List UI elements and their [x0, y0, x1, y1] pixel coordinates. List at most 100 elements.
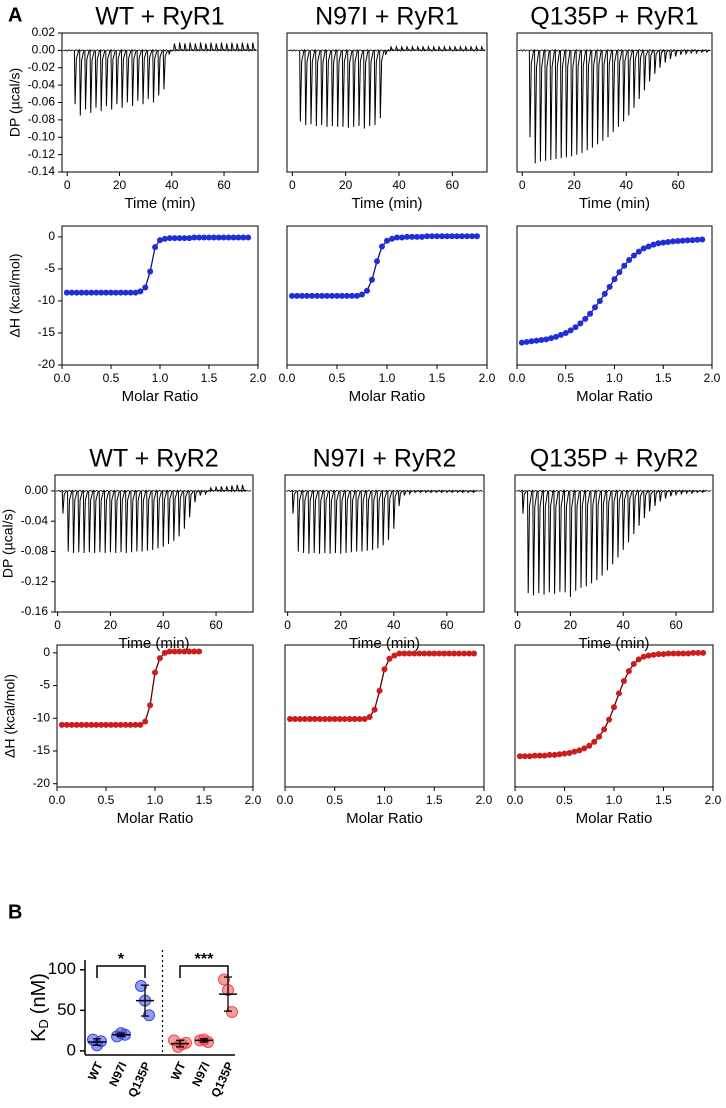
x-tick-label: 1.0	[147, 793, 164, 807]
data-point	[587, 310, 594, 317]
data-point	[196, 648, 203, 655]
injection-peak	[146, 490, 152, 551]
data-point	[58, 721, 65, 728]
data-point	[571, 748, 578, 755]
data-point	[161, 649, 168, 656]
injection-peak	[622, 50, 628, 122]
injection-peak	[193, 490, 199, 503]
y-tick-label: -20	[38, 357, 56, 371]
data-point	[572, 324, 579, 331]
x-tick-label: 2.0	[479, 371, 496, 385]
data-point	[451, 650, 458, 657]
x-tick-label: 0.5	[98, 793, 115, 807]
injection-peak	[131, 50, 137, 106]
data-point	[611, 704, 617, 711]
x-tick-label: 1.0	[606, 371, 623, 385]
injection-peak	[548, 490, 554, 593]
injection-peak	[130, 490, 136, 553]
injection-peak	[168, 49, 173, 56]
x-tick-label: WT	[168, 1059, 189, 1082]
data-point	[103, 721, 109, 728]
injection-peak	[220, 42, 226, 51]
data-point	[157, 237, 163, 244]
data-point	[521, 753, 528, 760]
x-tick-label: 1.5	[201, 371, 218, 385]
injection-peak	[440, 490, 446, 494]
injection-peak	[653, 490, 659, 507]
injection-peak	[157, 50, 163, 96]
injection-peak	[669, 490, 675, 497]
injection-peak	[366, 490, 372, 551]
injection-peak	[466, 490, 472, 494]
data-point	[311, 715, 318, 722]
injection-peak	[89, 50, 95, 113]
x-axis-label: Time (min)	[351, 195, 422, 212]
injection-peak	[400, 45, 406, 51]
injection-peak	[475, 45, 481, 51]
injection-peak	[413, 490, 419, 494]
injection-peak	[183, 490, 189, 529]
data-point	[543, 336, 550, 343]
data-point	[117, 721, 124, 728]
data-point	[127, 289, 134, 296]
plot-frame	[514, 474, 714, 613]
plot-frame	[514, 644, 714, 788]
injection-peak	[612, 50, 618, 133]
data-point	[582, 315, 589, 322]
data-point	[171, 235, 178, 242]
y-tick-label: -5	[39, 678, 50, 692]
data-point	[596, 297, 603, 304]
data-point	[98, 289, 105, 296]
data-point	[518, 339, 525, 346]
data-point	[381, 666, 388, 673]
data-point	[621, 262, 628, 269]
data-point	[319, 292, 325, 299]
injection-peak	[246, 43, 252, 51]
data-point	[436, 650, 443, 657]
injection-peak	[347, 50, 353, 128]
data-point	[339, 292, 345, 299]
injection-peak	[690, 490, 696, 495]
chart-title: Q135P + RyR1	[530, 3, 698, 31]
data-point	[684, 237, 691, 244]
data-point	[533, 337, 540, 344]
injection-peak	[421, 45, 427, 51]
data-point	[147, 268, 154, 275]
data-point	[391, 652, 398, 659]
x-tick-label: 40	[387, 618, 401, 632]
injection-peak	[659, 490, 665, 502]
y-tick-label: 50	[57, 1000, 76, 1019]
injection-peak	[104, 490, 110, 553]
injection-peak	[574, 490, 580, 591]
injection-peak	[77, 490, 83, 553]
injection-peak	[411, 45, 417, 51]
y-axis-label-sub: D	[36, 1019, 51, 1028]
data-point	[626, 256, 633, 263]
x-tick-label: 1.0	[376, 793, 393, 807]
injection-peak	[424, 490, 430, 494]
data-point	[601, 726, 608, 733]
data-point	[576, 747, 583, 754]
injection-peak	[419, 490, 425, 494]
injection-peak	[469, 45, 475, 51]
panel-label: A	[8, 4, 22, 26]
injection-peak	[549, 50, 555, 160]
data-point	[73, 289, 80, 296]
data-point	[142, 284, 149, 291]
data-point	[434, 233, 440, 240]
injection-peak	[565, 50, 571, 158]
data-point	[586, 742, 593, 749]
injection-peak	[521, 490, 528, 514]
injection-peak	[537, 490, 543, 594]
injection-peak	[432, 45, 438, 51]
data-point	[88, 721, 95, 728]
injection-peak	[643, 490, 649, 519]
data-point	[700, 649, 707, 656]
injection-peak	[611, 490, 617, 565]
injection-peak	[307, 490, 314, 554]
x-axis-label: Time (min)	[118, 635, 189, 652]
injection-peak	[339, 490, 345, 554]
data-point	[196, 234, 203, 241]
data-point	[466, 650, 473, 657]
